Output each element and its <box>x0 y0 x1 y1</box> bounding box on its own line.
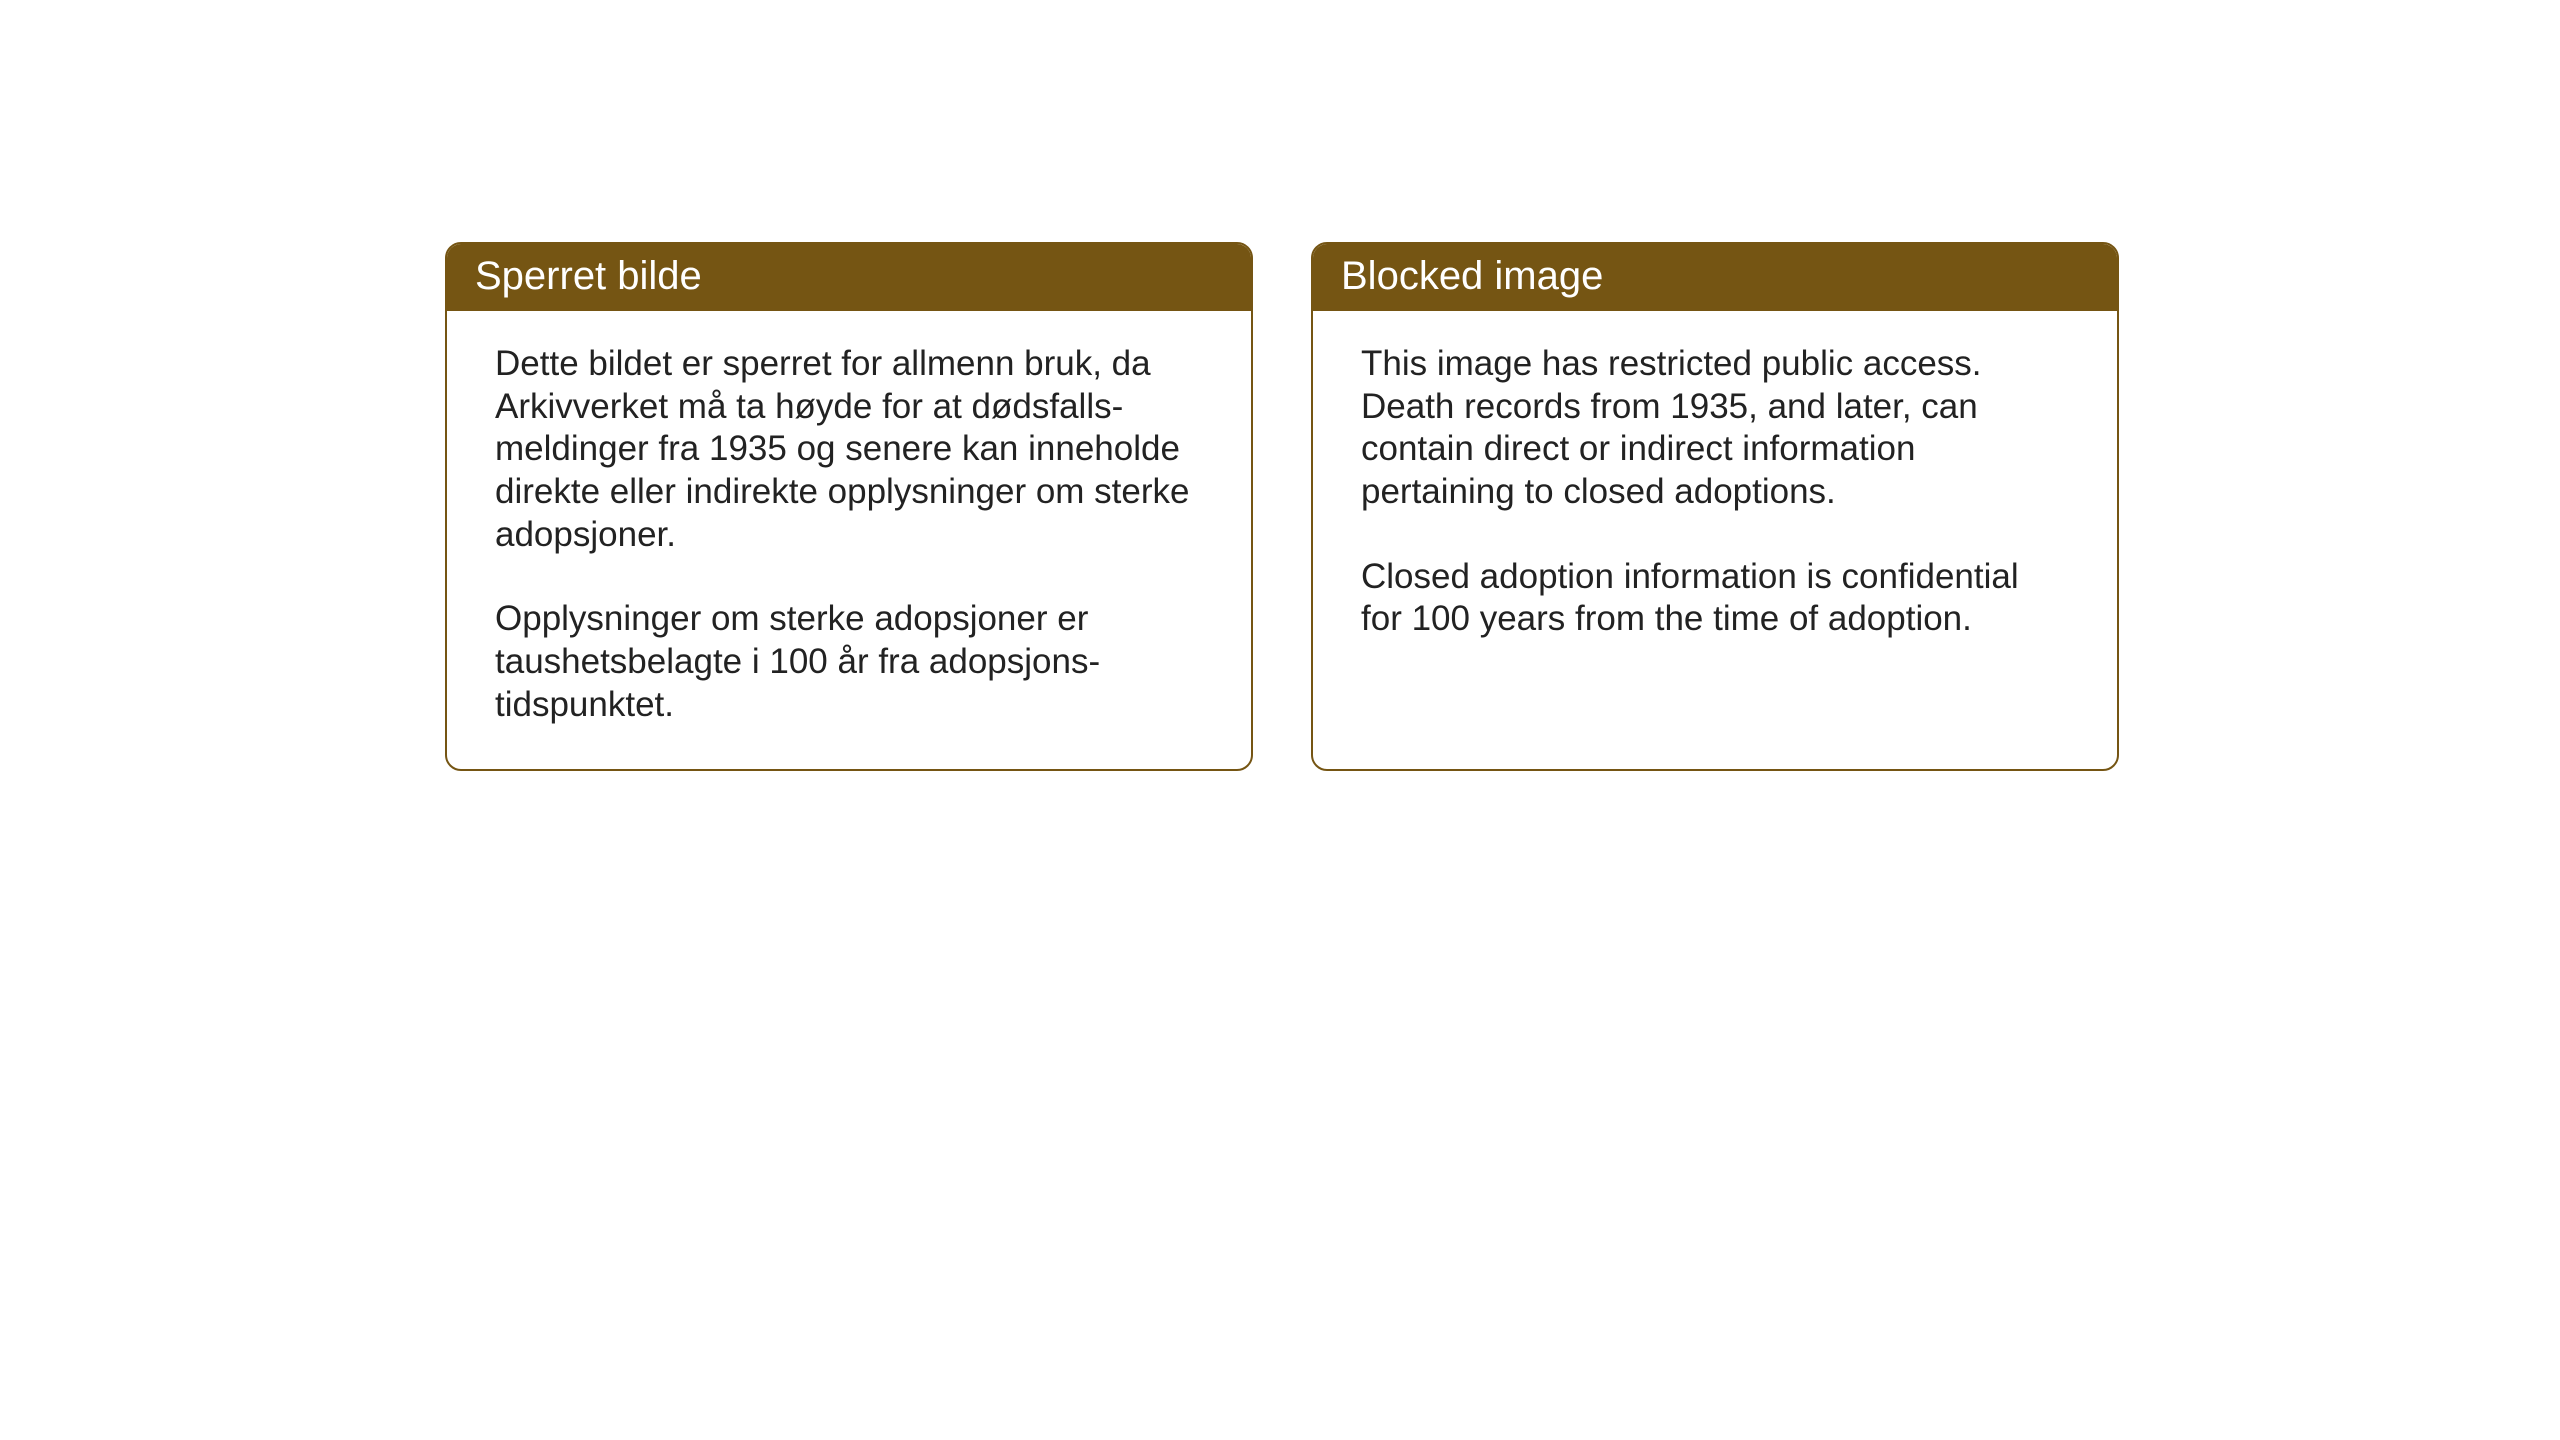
notice-title: Blocked image <box>1341 254 2089 299</box>
notice-card-english: Blocked image This image has restricted … <box>1311 242 2119 771</box>
notice-paragraph-2: Opplysninger om sterke adopsjoner er tau… <box>495 598 1203 726</box>
notice-header: Blocked image <box>1313 244 2117 311</box>
notice-paragraph-2: Closed adoption information is confident… <box>1361 556 2069 641</box>
notice-body: Dette bildet er sperret for allmenn bruk… <box>447 311 1251 769</box>
notice-paragraph-1: This image has restricted public access.… <box>1361 343 2069 514</box>
notice-title: Sperret bilde <box>475 254 1223 299</box>
notice-body: This image has restricted public access.… <box>1313 311 2117 683</box>
notice-header: Sperret bilde <box>447 244 1251 311</box>
notice-paragraph-1: Dette bildet er sperret for allmenn bruk… <box>495 343 1203 556</box>
notice-card-norwegian: Sperret bilde Dette bildet er sperret fo… <box>445 242 1253 771</box>
notice-container: Sperret bilde Dette bildet er sperret fo… <box>445 242 2119 771</box>
